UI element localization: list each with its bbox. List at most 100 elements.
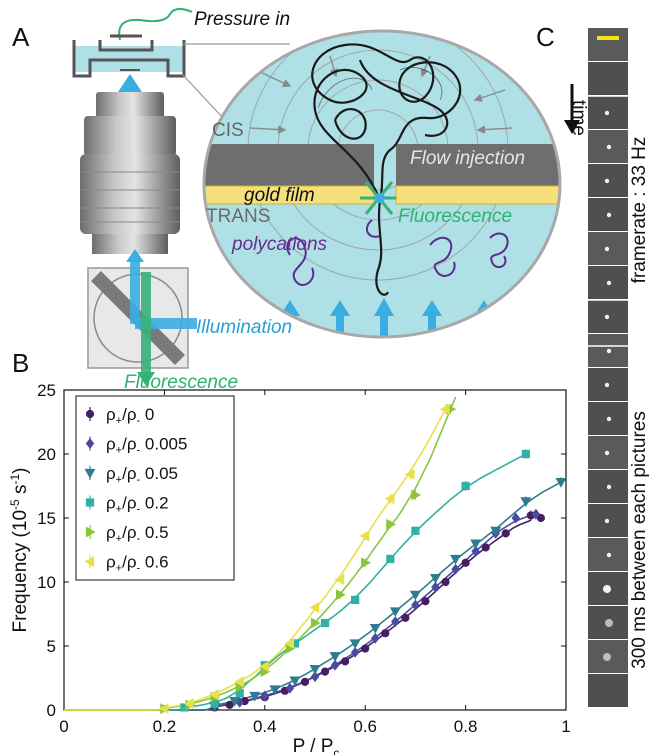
point-marker	[301, 678, 308, 685]
microscope-frame	[588, 470, 628, 503]
microscope-frame	[588, 572, 628, 605]
data-point	[462, 559, 469, 567]
point-marker	[442, 578, 449, 585]
microscope-frame	[588, 300, 628, 333]
data-point	[386, 494, 394, 504]
gold-film-right	[396, 186, 566, 204]
microscope-frame	[588, 62, 628, 95]
microscope-frame	[588, 28, 628, 61]
panel-letter-c: C	[536, 22, 555, 52]
point-marker	[330, 653, 339, 661]
zoom-line-bottom	[182, 74, 225, 120]
y-tick-label: 5	[47, 637, 56, 656]
microscope-frame	[588, 436, 628, 469]
data-point	[412, 490, 420, 500]
point-marker	[431, 575, 440, 583]
point-marker	[382, 630, 389, 637]
microscope-frame	[588, 368, 628, 401]
flow-cell	[74, 36, 184, 76]
data-point	[522, 449, 529, 459]
x-axis-label: P / Pc	[293, 736, 340, 755]
point-marker	[392, 617, 399, 626]
point-marker	[321, 668, 328, 675]
interval-label: 300 ms between each pictures	[629, 411, 650, 669]
point-marker	[422, 598, 429, 605]
microscope-frame	[588, 640, 628, 673]
data-point	[321, 668, 328, 675]
point-marker	[362, 645, 369, 652]
x-tick-label: 0.6	[353, 717, 377, 736]
point-marker	[342, 658, 349, 665]
x-tick-label: 0.8	[454, 717, 478, 736]
legend: ρ+/ρ- 0ρ+/ρ- 0.005ρ+/ρ- 0.05ρ+/ρ- 0.2ρ+/…	[76, 396, 234, 580]
data-point	[362, 558, 370, 567]
data-point	[362, 645, 369, 652]
excitation-cone	[118, 74, 142, 92]
x-tick-label: 0.2	[153, 717, 177, 736]
panel-c: C time framerate : 33 Hz 300 ms between …	[536, 22, 650, 707]
data-point	[371, 624, 380, 632]
point-marker	[351, 640, 360, 648]
panel-letter-a: A	[12, 22, 30, 52]
data-point	[422, 597, 429, 605]
point-marker	[462, 559, 469, 566]
legend-marker	[86, 410, 93, 417]
trans-label: TRANS	[206, 206, 270, 227]
x-tick-label: 0.4	[253, 717, 277, 736]
data-point	[361, 531, 369, 540]
x-tick-label: 0	[59, 717, 68, 736]
pressure-in-label: Pressure in	[194, 9, 290, 30]
point-marker	[226, 701, 233, 708]
microscope-frame	[588, 198, 628, 231]
point-marker	[412, 527, 419, 534]
data-point	[352, 596, 359, 604]
point-marker	[387, 555, 394, 562]
data-point	[556, 477, 565, 487]
point-marker	[321, 619, 328, 626]
data-point	[301, 678, 308, 685]
membrane-left	[200, 144, 374, 188]
x-tick-label: 1	[561, 717, 570, 736]
microscope-frame	[588, 606, 628, 639]
data-point	[412, 527, 419, 535]
y-tick-label: 25	[37, 381, 56, 400]
illumination-beam-vertical	[130, 258, 140, 324]
point-marker	[522, 450, 529, 457]
point-marker	[556, 479, 565, 487]
point-marker	[502, 530, 509, 537]
data-point	[502, 529, 509, 537]
data-point	[226, 701, 233, 708]
data-point	[337, 590, 345, 599]
y-tick-label: 10	[37, 573, 56, 592]
point-marker	[462, 482, 469, 489]
gold-film-label: gold film	[244, 185, 315, 206]
flow-injection-label: Flow injection	[410, 148, 525, 169]
microscope-frame	[588, 402, 628, 435]
point-marker	[482, 544, 489, 551]
microscope-frame	[588, 130, 628, 163]
panel-a: A Pressure in	[12, 9, 570, 393]
data-point	[382, 630, 389, 637]
data-point	[462, 481, 469, 491]
zoom-oval: CIS Flow injection gold film Fluorescenc…	[200, 20, 570, 350]
polycations-label: polycations	[231, 234, 328, 255]
point-marker	[310, 665, 319, 673]
data-point	[406, 469, 414, 479]
microscope-frame	[588, 538, 628, 571]
data-point	[336, 575, 344, 584]
scale-bar	[597, 36, 619, 40]
data-point	[387, 555, 394, 563]
y-tick-label: 15	[37, 509, 56, 528]
data-point	[351, 640, 360, 648]
data-point	[402, 614, 409, 621]
microscope-frame	[588, 232, 628, 265]
panel-letter-b: B	[12, 348, 29, 378]
y-axis-label: Frequency (10-5 s-1)	[8, 468, 31, 633]
microscope-frame	[588, 504, 628, 537]
illumination-label: Illumination	[196, 317, 292, 338]
point-marker	[352, 596, 359, 603]
data-point	[482, 543, 489, 551]
microscope-frame	[588, 266, 628, 299]
framerate-label: framerate : 33 Hz	[629, 137, 650, 284]
